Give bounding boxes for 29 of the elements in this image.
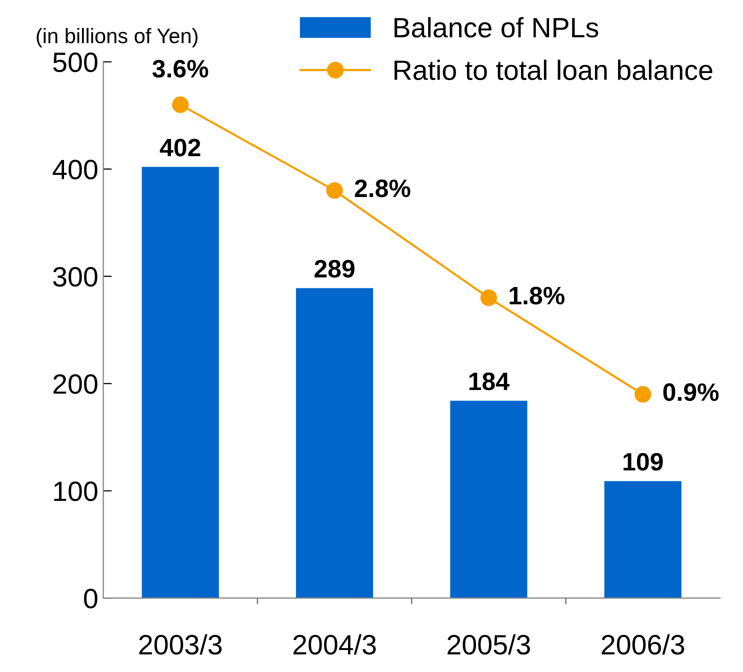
y-tick-label: 500 — [53, 52, 98, 72]
x-tick-label: 2005/3 — [448, 634, 530, 655]
data-label: 184 — [469, 372, 510, 390]
data-label: 109 — [624, 452, 663, 471]
y-tick-label: 400 — [52, 160, 98, 180]
y-tick-label: 300 — [53, 266, 98, 287]
data-label: 2.8% — [354, 180, 410, 198]
data-label: 0.9% — [663, 383, 719, 402]
x-tick-label: 2006/3 — [602, 634, 684, 655]
data-label: 3.6% — [152, 60, 208, 78]
bar — [450, 400, 528, 598]
y-tick-label: 100 — [54, 481, 98, 502]
point — [480, 289, 498, 306]
data-label: 402 — [160, 138, 200, 156]
data-label: 289 — [314, 260, 354, 278]
data-label: 1.8% — [510, 286, 564, 304]
bar — [142, 166, 219, 598]
y-tick-label: 200 — [53, 374, 98, 394]
x-tick-label: 2004/3 — [293, 634, 376, 655]
bar — [604, 481, 682, 598]
legend-label: Balance of NPLs — [394, 17, 598, 38]
y-axis-title: (in billions of Yen) — [36, 28, 198, 48]
point — [172, 96, 189, 114]
x-tick-label: 2003/3 — [139, 634, 222, 655]
legend-label: Ratio to total loan balance — [394, 60, 712, 80]
point — [326, 182, 343, 199]
bar — [296, 288, 374, 598]
y-tick-label: 0 — [84, 588, 98, 608]
point — [634, 386, 652, 403]
